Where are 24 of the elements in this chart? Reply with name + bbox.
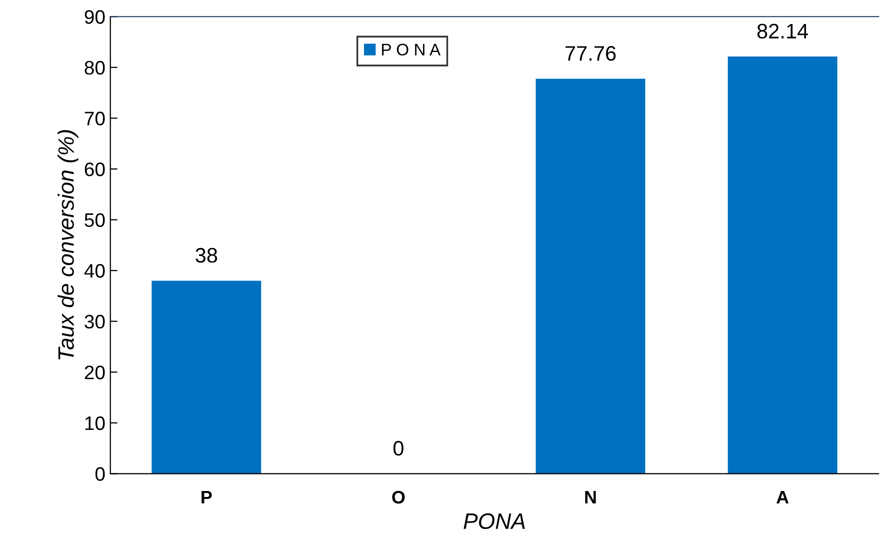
y-tick-label: 40 (84, 264, 105, 278)
x-tick-label: P (202, 491, 212, 504)
y-tick-label: 90 (84, 10, 105, 24)
y-tick-label: 10 (85, 416, 105, 430)
y-tick-label: 80 (84, 60, 105, 75)
bar (152, 280, 262, 474)
x-tick-label: A (776, 491, 789, 504)
y-axis-title: Taux de conversion (%) (58, 130, 78, 360)
x-tick-label: O (392, 490, 405, 504)
bar (536, 78, 646, 474)
data-label: 0 (393, 440, 404, 456)
bar (728, 56, 838, 474)
y-tick-label: 20 (84, 366, 105, 380)
y-tick-label: 30 (84, 314, 105, 329)
legend-label: P O N A (382, 44, 441, 56)
y-tick-label: 60 (84, 162, 105, 176)
data-label: 82.14 (757, 24, 808, 39)
y-tick-label: 70 (84, 112, 105, 126)
y-tick-label: 50 (84, 213, 105, 227)
data-label: 38 (196, 248, 218, 263)
y-tick-label: 0 (95, 467, 105, 481)
x-tick-label: N (585, 491, 596, 504)
x-axis-title: PONA (464, 513, 525, 530)
data-label: 77.76 (566, 46, 616, 61)
